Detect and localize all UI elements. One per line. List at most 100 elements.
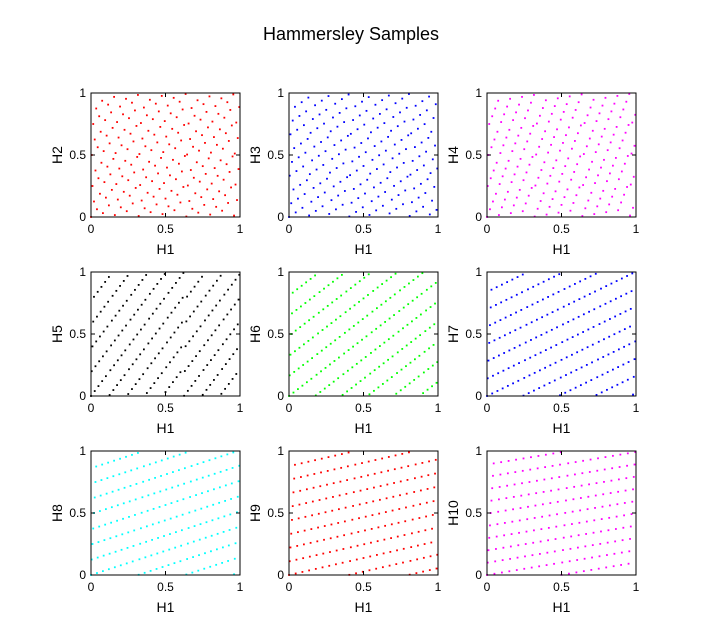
- data-point: [292, 188, 295, 191]
- data-point: [93, 496, 96, 499]
- data-point: [329, 342, 332, 345]
- data-point: [116, 504, 119, 507]
- data-point: [137, 452, 139, 454]
- scatter-points: [90, 272, 241, 397]
- data-point: [216, 548, 218, 551]
- data-point: [96, 208, 98, 211]
- data-point: [358, 155, 360, 158]
- data-point: [319, 485, 322, 488]
- data-point: [372, 117, 375, 120]
- data-point: [96, 315, 98, 318]
- data-point: [394, 454, 397, 457]
- data-point: [302, 364, 305, 366]
- data-point: [530, 101, 532, 104]
- y-tick-label: 1: [475, 86, 482, 100]
- data-point: [309, 131, 312, 134]
- data-point: [541, 107, 544, 109]
- y-tick-label: 0: [475, 568, 482, 582]
- data-point: [595, 120, 598, 122]
- data-point: [183, 155, 186, 157]
- data-point: [358, 517, 360, 520]
- data-point: [352, 188, 355, 190]
- data-point: [388, 564, 391, 567]
- data-point: [222, 318, 225, 321]
- data-point: [223, 515, 226, 518]
- data-point: [338, 494, 341, 497]
- data-point: [169, 174, 171, 177]
- data-point: [344, 311, 347, 314]
- data-point: [353, 304, 356, 307]
- data-point: [620, 551, 623, 554]
- data-point: [303, 543, 305, 546]
- axes-box: [288, 450, 439, 576]
- data-point: [627, 361, 630, 363]
- data-point: [230, 308, 232, 311]
- data-point: [193, 285, 196, 288]
- data-point: [320, 457, 323, 460]
- data-point: [390, 276, 392, 279]
- data-point: [226, 101, 229, 104]
- data-point: [504, 509, 507, 512]
- data-point: [404, 189, 407, 192]
- data-point: [374, 348, 377, 351]
- data-point: [113, 566, 116, 569]
- data-point: [509, 545, 512, 548]
- data-point: [609, 300, 612, 303]
- data-point: [210, 534, 213, 537]
- data-point: [495, 161, 498, 164]
- data-point: [192, 540, 195, 543]
- data-point: [547, 539, 549, 542]
- y-tick-label: 0.5: [465, 327, 482, 341]
- data-point: [406, 323, 409, 326]
- data-point: [315, 168, 318, 171]
- data-point: [579, 124, 582, 127]
- data-point: [189, 496, 191, 498]
- x-tick-label: 1: [633, 222, 640, 236]
- data-point: [223, 116, 226, 119]
- data-point: [99, 310, 102, 313]
- data-point: [554, 538, 557, 540]
- data-point: [159, 126, 162, 128]
- data-point: [213, 354, 216, 357]
- data-point: [612, 368, 614, 371]
- data-point: [523, 377, 526, 379]
- data-point: [367, 96, 370, 98]
- data-point: [321, 566, 324, 569]
- data-point: [603, 338, 605, 341]
- data-point: [411, 518, 414, 521]
- data-point: [538, 145, 541, 148]
- data-point: [383, 122, 386, 125]
- data-point: [491, 487, 494, 490]
- data-point: [367, 137, 369, 140]
- data-point: [600, 518, 603, 520]
- data-point: [553, 550, 556, 553]
- data-point: [210, 550, 212, 553]
- data-point: [577, 315, 580, 318]
- data-point: [515, 293, 518, 296]
- data-point: [625, 100, 628, 103]
- data-point: [398, 310, 401, 312]
- data-point: [605, 211, 608, 214]
- x-tick-label: 0.5: [355, 401, 372, 415]
- data-point: [436, 167, 439, 170]
- x-axis-label: H1: [157, 241, 175, 257]
- data-point: [308, 214, 311, 217]
- data-point: [211, 309, 214, 312]
- data-point: [146, 367, 149, 370]
- data-point: [129, 484, 132, 487]
- data-point: [382, 552, 385, 555]
- data-point: [387, 456, 390, 458]
- data-point: [307, 339, 310, 342]
- data-point: [491, 115, 494, 118]
- data-point: [524, 202, 527, 205]
- data-point: [536, 301, 539, 303]
- data-point: [344, 506, 347, 509]
- x-tick-label: 1: [633, 580, 640, 594]
- data-point: [338, 153, 340, 156]
- data-point: [179, 201, 182, 204]
- data-point: [544, 453, 547, 456]
- data-point: [411, 201, 413, 204]
- data-point: [609, 141, 612, 144]
- data-point: [552, 167, 555, 169]
- data-point: [633, 358, 636, 361]
